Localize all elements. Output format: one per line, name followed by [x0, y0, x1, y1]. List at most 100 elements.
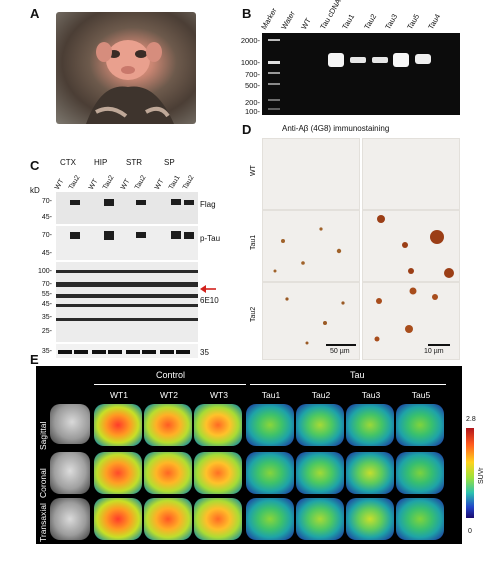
region-hip: HIP [94, 158, 108, 167]
col-wt3: WT3 [210, 390, 228, 400]
pet-tau2-sagittal [296, 404, 344, 446]
band-loading-35: 35 [200, 348, 209, 357]
tau-group-label: Tau [350, 370, 365, 380]
pet-wt2-transaxial [144, 498, 192, 540]
atlas-transaxial [50, 498, 90, 540]
row-label-wt-text: WT [250, 165, 257, 176]
micrograph-tau1-high [362, 210, 460, 282]
wb-lane-labels: WT Tau2 WT Tau2 WT Tau2 WT Tau1 Tau2 [53, 170, 206, 192]
panel-b-label: B [242, 6, 252, 21]
gel-lane-marker: Marker [259, 6, 279, 31]
control-group-label: Control [156, 370, 186, 380]
micrograph-tau1-low [262, 210, 360, 282]
band-p-tau: p-Tau [200, 234, 221, 243]
row-sagittal: Sagittal [38, 421, 48, 450]
gel-lane-wt: WT [299, 16, 313, 31]
pet-tau1-transaxial [246, 498, 294, 540]
micrograph-wt-high [362, 138, 460, 210]
wb-lane-3: WT [87, 178, 100, 191]
panel-e-label: E [30, 352, 39, 367]
row-coronal: Coronal [38, 468, 48, 498]
col-tau1: Tau1 [261, 390, 281, 400]
pet-tau2-transaxial [296, 498, 344, 540]
colorbar-min: 0 [468, 528, 472, 535]
wb-lane-7: WT [153, 178, 166, 191]
colorbar-max: 2.8 [466, 416, 476, 423]
pet-tau1-sagittal [246, 404, 294, 446]
pet-tau3-coronal [346, 452, 394, 494]
tau-group-line [250, 384, 446, 385]
panel-d-title: Anti-Aβ (4G8) immunostaining [282, 124, 390, 133]
col-wt1: WT1 [110, 390, 128, 400]
kd-35: 35- [41, 314, 52, 321]
gel-lane-labels: Marker Water WT Tau cDNA Tau1 Tau2 Tau3 … [259, 0, 480, 36]
pet-tau5-transaxial [396, 498, 444, 540]
pet-wt3-coronal [194, 452, 242, 494]
gel-marker-200: 200- [244, 98, 260, 107]
kd-70-mid: 70- [41, 232, 52, 239]
western-blot-bands [56, 192, 198, 358]
pet-wt2-sagittal [144, 404, 192, 446]
pet-tau1-coronal [246, 452, 294, 494]
col-tau2: Tau2 [311, 390, 331, 400]
atlas-coronal [50, 452, 90, 494]
wb-lane-8: Tau1 [167, 174, 182, 191]
gel-lane-tau3: Tau3 [383, 12, 400, 31]
wb-lane-2: Tau2 [67, 174, 82, 191]
pet-tau5-sagittal [396, 404, 444, 446]
monkey-illustration [86, 40, 174, 124]
gel-marker-100: 100- [244, 107, 260, 116]
band-6e10: 6E10 [200, 296, 219, 305]
kd-45-top: 45- [41, 214, 52, 221]
wb-lane-9: Tau2 [181, 174, 196, 191]
pet-tau3-sagittal [346, 404, 394, 446]
scale-label-right: 10 µm [424, 348, 444, 355]
pet-wt1-coronal [94, 452, 142, 494]
scale-bar-right [428, 344, 450, 346]
row-label-tau1: Tau1 [250, 235, 257, 250]
colorbar-label-text: SUVr [478, 467, 485, 484]
kd-70-top: 70- [41, 198, 52, 205]
western-blot-image [56, 192, 198, 360]
wb-lane-5: WT [119, 178, 132, 191]
pet-wt1-transaxial [94, 498, 142, 540]
kd-label: kD [30, 186, 40, 195]
col-tau5: Tau5 [411, 390, 431, 400]
gel-bands [268, 39, 431, 110]
micrograph-grid [262, 138, 462, 360]
gel-lane-water: Water [279, 9, 297, 31]
kd-markers: 70- 45- 70- 45- 100- 70- 55- 45- 35- 25-… [30, 190, 54, 360]
kd-55: 55- [41, 291, 52, 298]
scale-label-left: 50 µm [330, 348, 350, 355]
row-transaxial: Transaxial [38, 503, 48, 542]
pet-wt2-coronal [144, 452, 192, 494]
red-arrow-icon [200, 280, 216, 298]
scale-bar-left [326, 344, 356, 346]
col-tau3: Tau3 [361, 390, 381, 400]
pet-tau3-transaxial [346, 498, 394, 540]
kd-45-bottom: 45- [41, 301, 52, 308]
row-label-tau2: Tau2 [250, 307, 257, 322]
region-str: STR [126, 158, 142, 167]
kd-35-loading: 35- [41, 348, 52, 355]
gel-lane-tau1: Tau1 [340, 12, 357, 31]
micrograph-tau2-high [362, 282, 460, 360]
kd-25: 25- [41, 328, 52, 335]
control-group-line [94, 384, 246, 385]
panel-c-label: C [30, 158, 40, 173]
pet-tau2-coronal [296, 452, 344, 494]
gel-marker-500: 500- [244, 81, 260, 90]
col-wt2: WT2 [160, 390, 178, 400]
row-label-wt: WT [250, 165, 257, 176]
pet-tau5-coronal [396, 452, 444, 494]
kd-70-bottom: 70- [41, 281, 52, 288]
wb-lane-4: Tau2 [101, 174, 116, 191]
gel-marker-labels: 2000- 1000- 700- 500- 200- 100- [222, 34, 260, 116]
wb-lane-1: WT [53, 178, 66, 191]
kd-45-mid: 45- [41, 250, 52, 257]
panel-a-label: A [30, 6, 40, 21]
gel-marker-2000: 2000- [240, 36, 260, 45]
suvr-colorbar [466, 428, 474, 518]
region-ctx: CTX [60, 158, 76, 167]
pet-wt3-transaxial [194, 498, 242, 540]
